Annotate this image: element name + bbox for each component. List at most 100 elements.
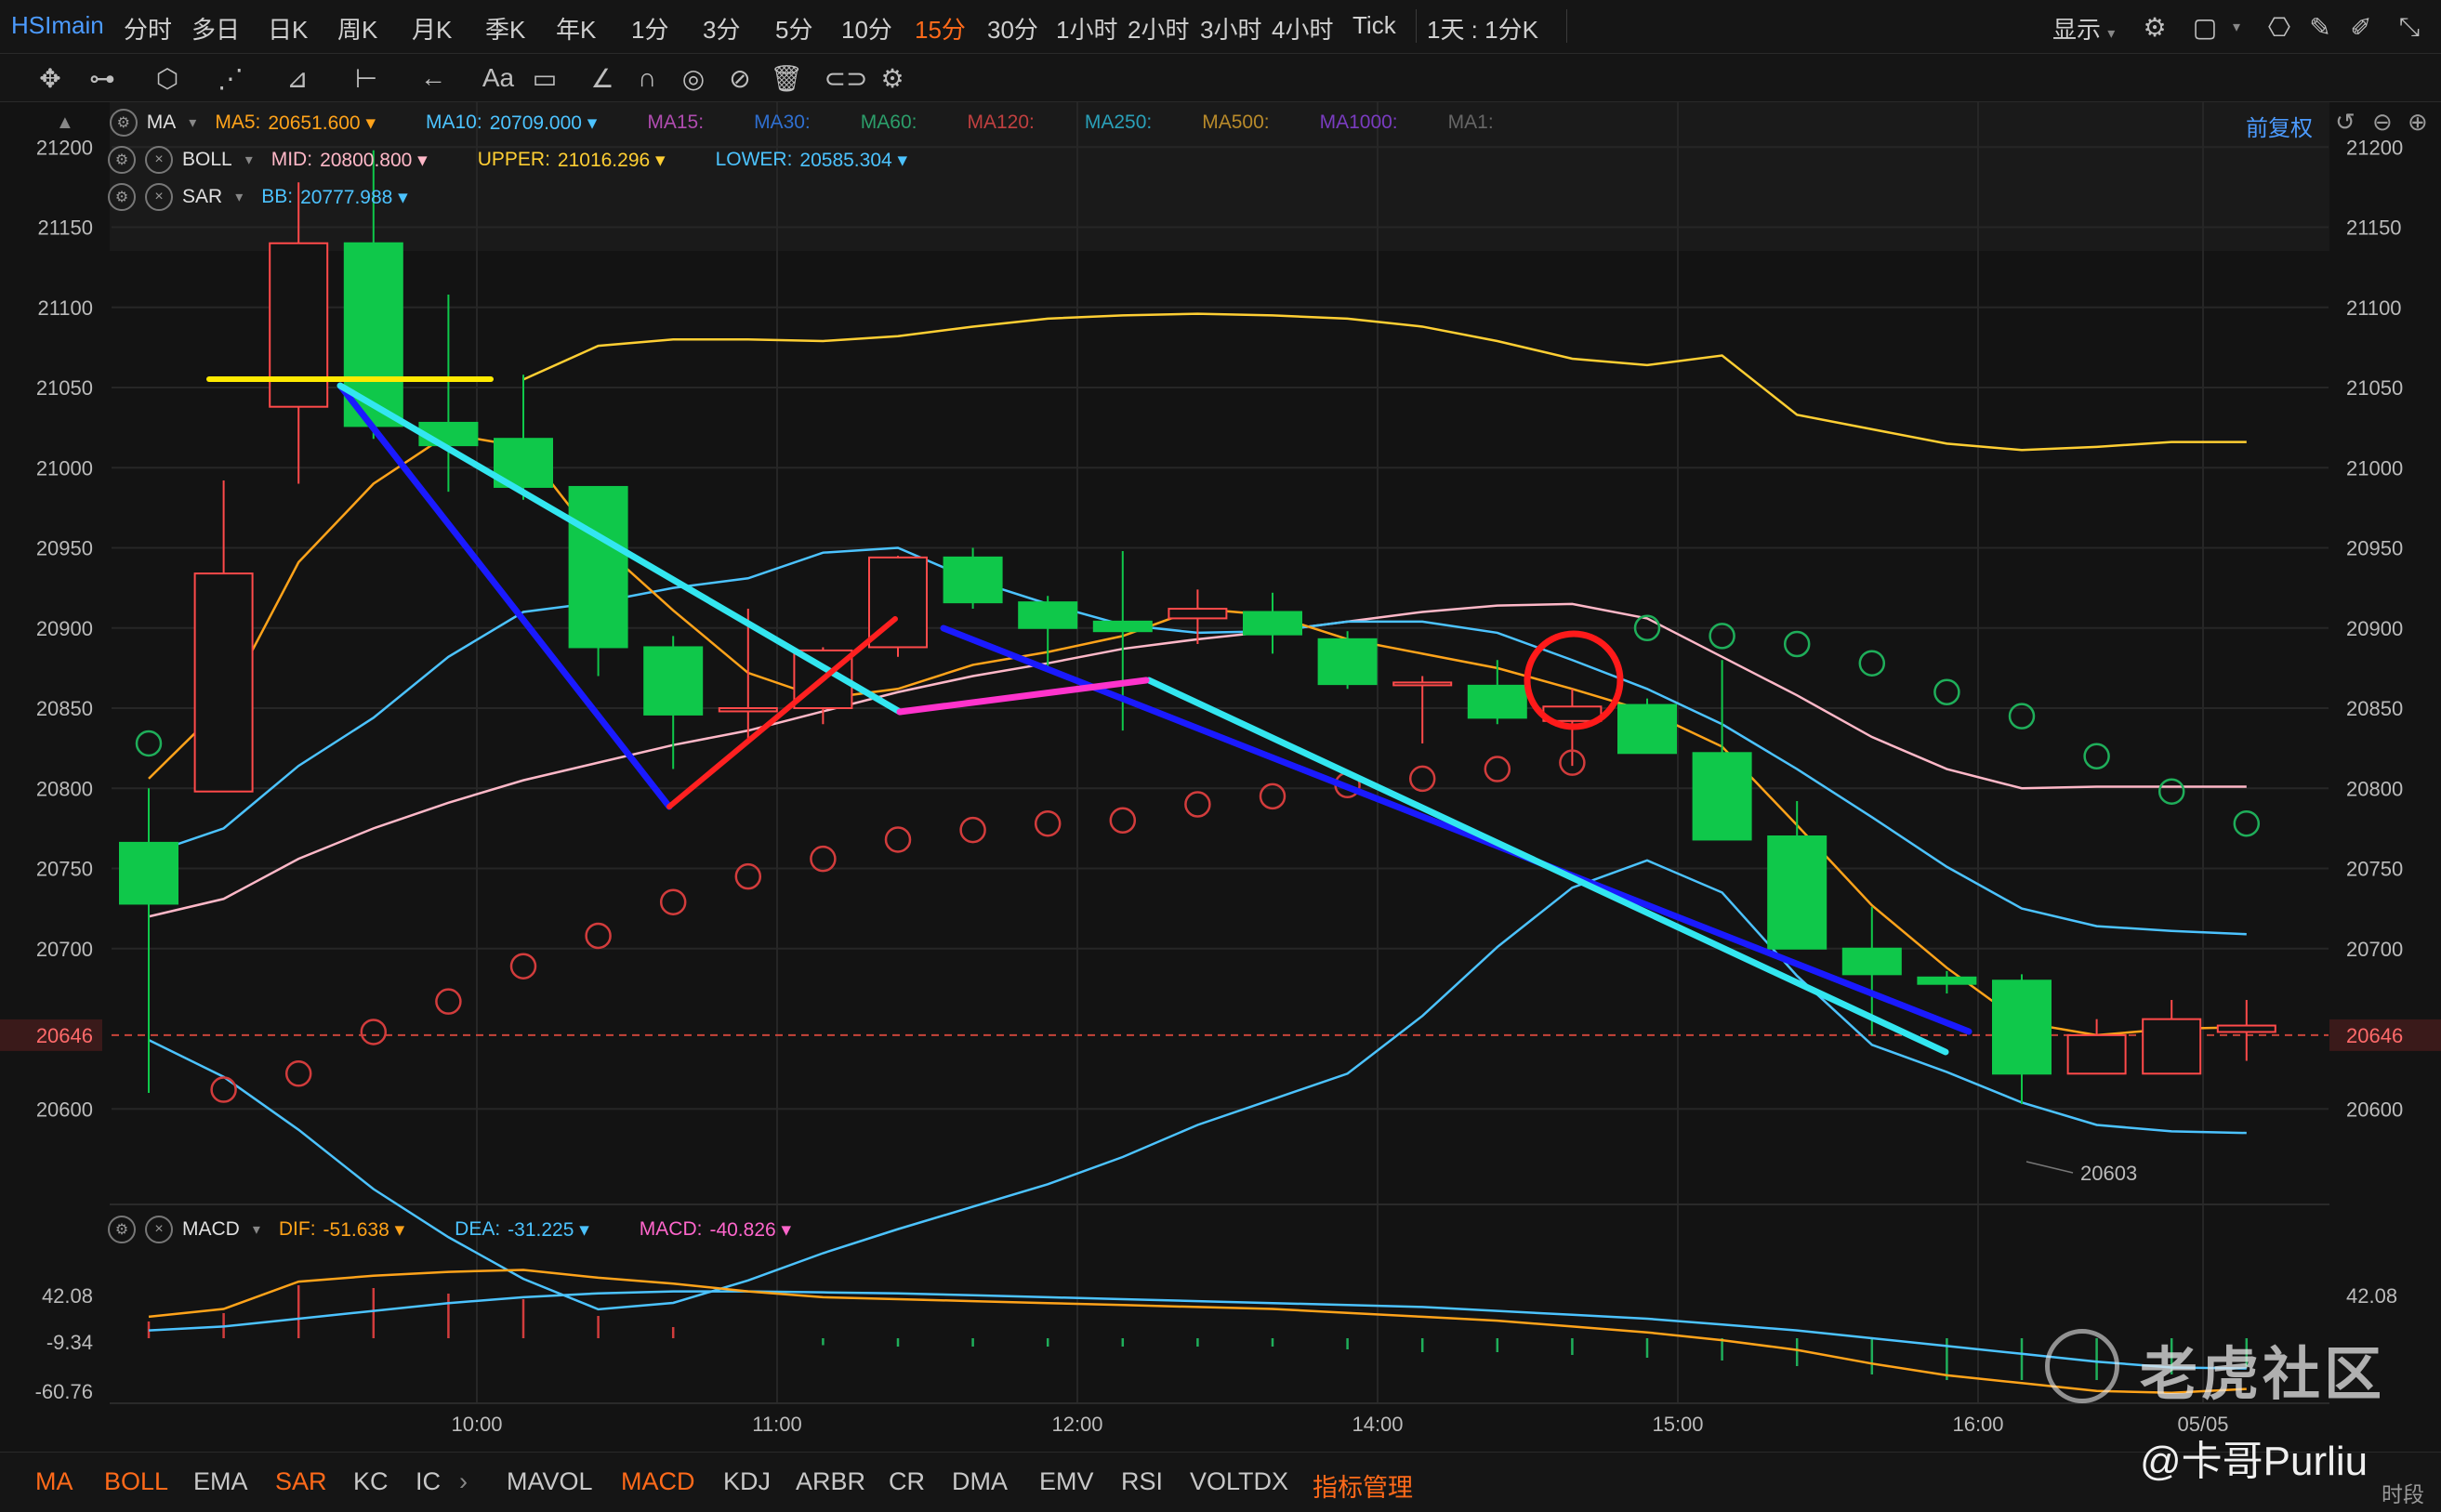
ind-voltdx[interactable]: VOLTDX [1190,1467,1289,1495]
y-tick-right: 21000 [2346,456,2403,480]
ind-rsi[interactable]: RSI [1121,1467,1164,1495]
macd-value-2[interactable]: -40.826 ▾ [709,1218,792,1241]
ma-label-4: MA60: [860,111,917,133]
reset-icon[interactable]: ↺ [2335,108,2355,136]
period-1min[interactable]: 1分 [631,16,669,44]
ind-boll[interactable]: BOLL [104,1467,169,1495]
ind-cr[interactable]: CR [889,1467,925,1495]
up-arrow-icon[interactable]: ▲ [56,112,74,133]
arrow-left-icon[interactable]: ← [420,63,446,92]
zoom-in-icon[interactable]: ⊕ [2408,108,2428,136]
move-icon[interactable]: ✥ [39,63,61,93]
ind-kdj[interactable]: KDJ [723,1467,772,1495]
link-icon[interactable]: ⊂⊃ [824,63,868,93]
macd-items: DIF: -51.638 ▾ DEA: -31.225 ▾ MACD: -40.826 ▾ [279,1218,841,1242]
chevron-down-icon: ▾ [2107,26,2116,42]
comment-icon[interactable]: ▭ [532,63,558,93]
period-tick[interactable]: Tick [1352,11,1396,39]
zoom-out-icon[interactable]: ⊖ [2372,108,2393,136]
edit-note-icon[interactable]: ✎ [2309,12,2331,42]
layout-icon[interactable]: ▢ [2192,12,2218,42]
boll-value-1[interactable]: 21016.296 ▾ [557,149,666,171]
chevron-down-icon[interactable]: ▾ [244,152,253,168]
hide-icon[interactable]: ⊘ [729,63,751,93]
wave-tool-icon[interactable]: ⋰ [218,63,244,93]
x-tick-label: 11:00 [752,1413,801,1436]
settings-icon[interactable]: ⚙ [108,146,136,174]
ind-macd[interactable]: MACD [621,1467,695,1495]
ma-value-0[interactable]: 20651.600 ▾ [268,112,376,134]
close-icon[interactable]: × [145,146,173,174]
trendline-red [666,616,898,809]
period-10min[interactable]: 10分 [841,16,892,44]
period-1h[interactable]: 1小时 [1056,16,1118,44]
settings-icon[interactable]: ⚙ [109,109,138,137]
macd-value-1[interactable]: -31.225 ▾ [508,1218,589,1241]
period-day[interactable]: 日K [268,16,309,44]
candle-down [1243,611,1302,636]
pen-icon[interactable]: ✐ [2350,12,2372,42]
period-fenshi[interactable]: 分时 [124,16,173,44]
chevron-down-icon[interactable]: ▾ [2232,20,2241,35]
boll-value-2[interactable]: 20585.304 ▾ [799,149,908,171]
text-icon[interactable]: Aa [482,63,515,92]
trash-icon[interactable]: 🗑︎ [770,63,803,93]
ind-ema[interactable]: EMA [193,1467,248,1495]
period-week[interactable]: 周K [337,16,378,44]
ma-label-5: MA120: [967,111,1035,133]
period-5min[interactable]: 5分 [775,16,813,44]
chevron-down-icon[interactable]: ▾ [252,1222,260,1238]
chevron-down-icon[interactable]: ▾ [235,190,244,205]
magnet-icon[interactable]: ∩ [637,63,657,92]
close-icon[interactable]: × [145,183,173,211]
ind-emv[interactable]: EMV [1039,1467,1094,1495]
period-30min[interactable]: 30分 [987,16,1038,44]
chevron-right-icon[interactable]: › [459,1467,468,1495]
visibility-icon[interactable]: ◎ [681,63,706,93]
ind-sar[interactable]: SAR [275,1467,327,1495]
adjust-label[interactable]: 前复权 [2246,116,2313,141]
y-tick-left: 20800 [36,777,93,800]
ma-value-1[interactable]: 20709.000 ▾ [489,112,598,134]
close-icon[interactable]: × [145,1216,173,1243]
shape-tool-icon[interactable]: ⬡ [155,63,179,93]
ind-ma[interactable]: MA [35,1467,73,1495]
settings-icon[interactable]: ⚙ [108,1216,136,1243]
session-label[interactable]: 时段 [2382,1482,2424,1506]
chart-tool-icon[interactable]: ⊿ [286,63,309,93]
settings-icon[interactable]: ⚙ [108,183,136,211]
boll-value-0[interactable]: 20800.800 ▾ [320,149,428,171]
kline-chart[interactable]: 21200 21200 21150 21150 21100 21100 21050 21050… [0,102,2441,1452]
settings-icon[interactable]: ⚙ [2143,12,2167,42]
camera-icon[interactable]: ⎔ [2267,12,2291,42]
period-quarter[interactable]: 季K [485,16,526,44]
measure-icon[interactable]: ⊢ [354,63,378,93]
sar-value-0[interactable]: 20777.988 ▾ [300,186,408,208]
ind-ic[interactable]: IC [416,1467,441,1495]
period-4h[interactable]: 4小时 [1272,16,1334,44]
collapse-icon[interactable]: ⤡ [2398,11,2421,41]
period-3h[interactable]: 3小时 [1200,16,1262,44]
line-tool-icon[interactable]: ⊶ [89,63,115,93]
period-3min[interactable]: 3分 [703,16,741,44]
brush-icon[interactable]: ∠ [590,63,614,93]
ind-kc[interactable]: KC [353,1467,389,1495]
period-year[interactable]: 年K [556,16,597,44]
period-2h[interactable]: 2小时 [1128,16,1190,44]
ind-dma[interactable]: DMA [952,1467,1008,1495]
symbol-label[interactable]: HSImain [11,11,104,39]
period-15min[interactable]: 15分 [915,16,966,44]
indicator-manage[interactable]: 指标管理 [1313,1474,1413,1502]
macd-value-0[interactable]: -51.638 ▾ [323,1218,405,1241]
ind-mavol[interactable]: MAVOL [507,1467,593,1495]
trendline-cyan [1145,677,1949,1056]
range-selector[interactable]: 1天 : 1分K [1427,16,1538,44]
display-menu[interactable]: 显示 ▾ [2052,11,2115,46]
chevron-down-icon[interactable]: ▾ [189,115,197,131]
gear-icon[interactable]: ⚙ [880,63,904,93]
ind-arbr[interactable]: ARBR [796,1467,866,1495]
y-tick-right: 20850 [2346,697,2403,720]
period-duori[interactable]: 多日 [191,16,241,44]
chart-area[interactable]: 21200 21200 21150 21150 21100 21100 21050 21050… [0,102,2441,1452]
period-month[interactable]: 月K [412,16,453,44]
